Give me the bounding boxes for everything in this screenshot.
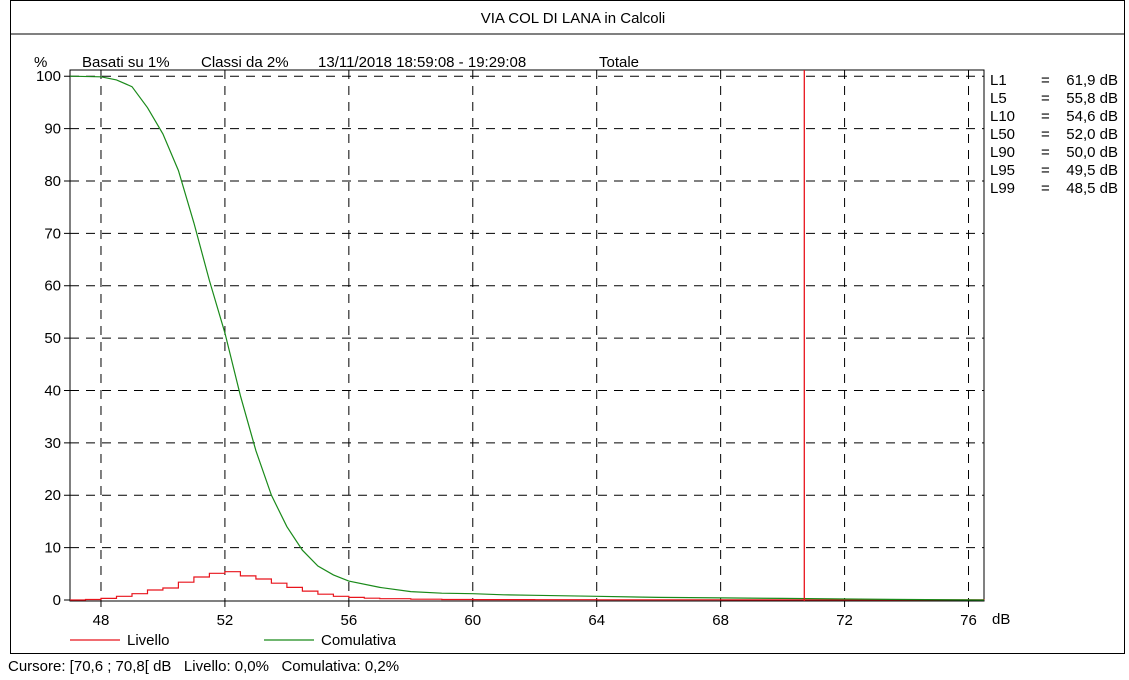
subtitle-basis: Basati su 1% <box>82 54 170 71</box>
x-axis-unit-label: dB <box>992 611 1010 628</box>
legend-label-livello: Livello <box>127 632 170 649</box>
x-tick-label: 52 <box>217 612 234 629</box>
y-tick-label: 100 <box>36 68 61 85</box>
subtitle-classes: Classi da 2% <box>201 54 289 71</box>
ln-label: L95 <box>990 162 1015 179</box>
legend: Livello Comulativa <box>70 632 397 649</box>
x-tick-label: 68 <box>712 612 729 629</box>
ln-value: 49,5 dB <box>1066 162 1118 179</box>
ln-value: 48,5 dB <box>1066 180 1118 197</box>
subtitle-period: 13/11/2018 18:59:08 - 19:29:08 <box>318 54 526 71</box>
ln-equals: = <box>1041 144 1050 161</box>
ln-value: 61,9 dB <box>1066 72 1118 89</box>
ln-equals: = <box>1041 162 1050 179</box>
y-tick-label: 90 <box>44 121 61 138</box>
ln-label: L90 <box>990 144 1015 161</box>
y-tick-label: 50 <box>44 330 61 347</box>
chart-frame <box>10 0 1125 654</box>
y-tick-label: 60 <box>44 278 61 295</box>
ln-equals: = <box>1041 72 1050 89</box>
plot-area-border <box>69 69 985 602</box>
legend-label-comulativa: Comulativa <box>321 632 397 649</box>
y-tick-label: 20 <box>44 487 61 504</box>
y-tick-label: 70 <box>44 225 61 242</box>
x-tick-label: 60 <box>464 612 481 629</box>
series-line-livello <box>70 571 985 601</box>
chart-title: VIA COL DI LANA in Calcoli <box>481 10 666 27</box>
y-tick-label: 80 <box>44 173 61 190</box>
x-tick-label: 48 <box>93 612 110 629</box>
x-tick-label: 64 <box>588 612 605 629</box>
y-axis-unit-label: % <box>34 54 47 71</box>
ln-label: L5 <box>990 90 1007 107</box>
x-tick-label: 56 <box>341 612 358 629</box>
distribution-chart: VIA COL DI LANA in Calcoli % Basati su 1… <box>10 10 1124 649</box>
ln-label: L50 <box>990 126 1015 143</box>
y-tick-label: 30 <box>44 435 61 452</box>
subtitle-scope: Totale <box>599 54 639 71</box>
cursor-status-bar: Cursore: [70,6 ; 70,8[ dB Livello: 0,0% … <box>8 658 400 675</box>
ln-label: L10 <box>990 108 1015 125</box>
y-tick-label: 10 <box>44 540 61 557</box>
x-tick-label: 76 <box>960 612 977 629</box>
ln-value: 55,8 dB <box>1066 90 1118 107</box>
ln-label: L99 <box>990 180 1015 197</box>
ln-equals: = <box>1041 180 1050 197</box>
y-tick-label: 40 <box>44 382 61 399</box>
ln-equals: = <box>1041 108 1050 125</box>
ln-label: L1 <box>990 72 1007 89</box>
ln-value: 52,0 dB <box>1066 126 1118 143</box>
ln-values-table: L1 = 61,9 dB L5 = 55,8 dB L10 = 54,6 dB L50 = 52,0 … <box>990 72 1118 197</box>
x-tick-label: 72 <box>836 612 853 629</box>
grid-lines <box>70 70 984 601</box>
x-axis: 48 52 56 60 64 68 72 76 <box>93 601 977 629</box>
y-tick-label: 0 <box>53 592 61 609</box>
ln-value: 50,0 dB <box>1066 144 1118 161</box>
ln-equals: = <box>1041 90 1050 107</box>
ln-value: 54,6 dB <box>1066 108 1118 125</box>
series-line-comulativa <box>69 75 985 601</box>
y-axis: 0 10 20 30 40 50 60 70 80 90 100 <box>36 68 70 609</box>
ln-equals: = <box>1041 126 1050 143</box>
